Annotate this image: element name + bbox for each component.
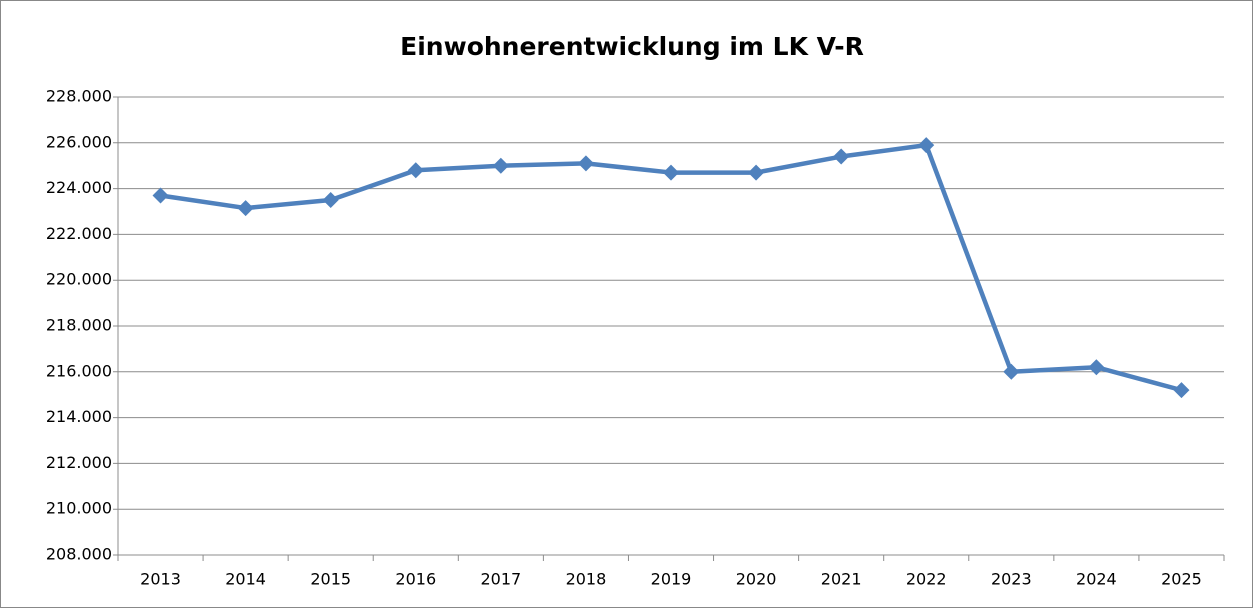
y-tick-label: 226.000: [46, 132, 112, 151]
data-point: [152, 187, 169, 204]
data-point: [1173, 382, 1190, 399]
y-tick-label: 222.000: [46, 224, 112, 243]
data-point: [748, 164, 765, 181]
x-tick-label: 2024: [1076, 570, 1117, 589]
x-tick-label: 2018: [566, 570, 607, 589]
x-tick-label: 2023: [991, 570, 1032, 589]
data-point: [237, 200, 254, 217]
y-tick-label: 220.000: [46, 270, 112, 289]
data-point: [407, 162, 424, 179]
y-tick-label: 218.000: [46, 316, 112, 335]
x-tick-label: 2015: [310, 570, 351, 589]
x-tick-label: 2020: [736, 570, 777, 589]
y-tick-label: 214.000: [46, 407, 112, 426]
x-tick-label: 2021: [821, 570, 862, 589]
data-point: [492, 157, 509, 174]
x-tick-label: 2016: [395, 570, 436, 589]
data-point: [322, 192, 339, 209]
chart-title: Einwohnerentwicklung im LK V-R: [400, 32, 864, 61]
y-tick-label: 228.000: [46, 87, 112, 106]
data-point: [1003, 363, 1020, 380]
data-point: [918, 137, 935, 154]
data-point: [577, 155, 594, 172]
x-tick-label: 2019: [651, 570, 692, 589]
x-tick-label: 2017: [480, 570, 521, 589]
y-tick-label: 208.000: [46, 545, 112, 564]
data-point: [1088, 359, 1105, 376]
x-tick-label: 2022: [906, 570, 947, 589]
x-tick-label: 2014: [225, 570, 266, 589]
y-tick-label: 216.000: [46, 361, 112, 380]
data-point: [663, 164, 679, 181]
x-tick-label: 2013: [140, 570, 181, 589]
y-tick-label: 224.000: [46, 178, 112, 197]
y-tick-label: 212.000: [46, 453, 112, 472]
y-tick-label: 210.000: [46, 499, 112, 518]
data-point: [833, 148, 850, 165]
x-tick-label: 2025: [1161, 570, 1202, 589]
